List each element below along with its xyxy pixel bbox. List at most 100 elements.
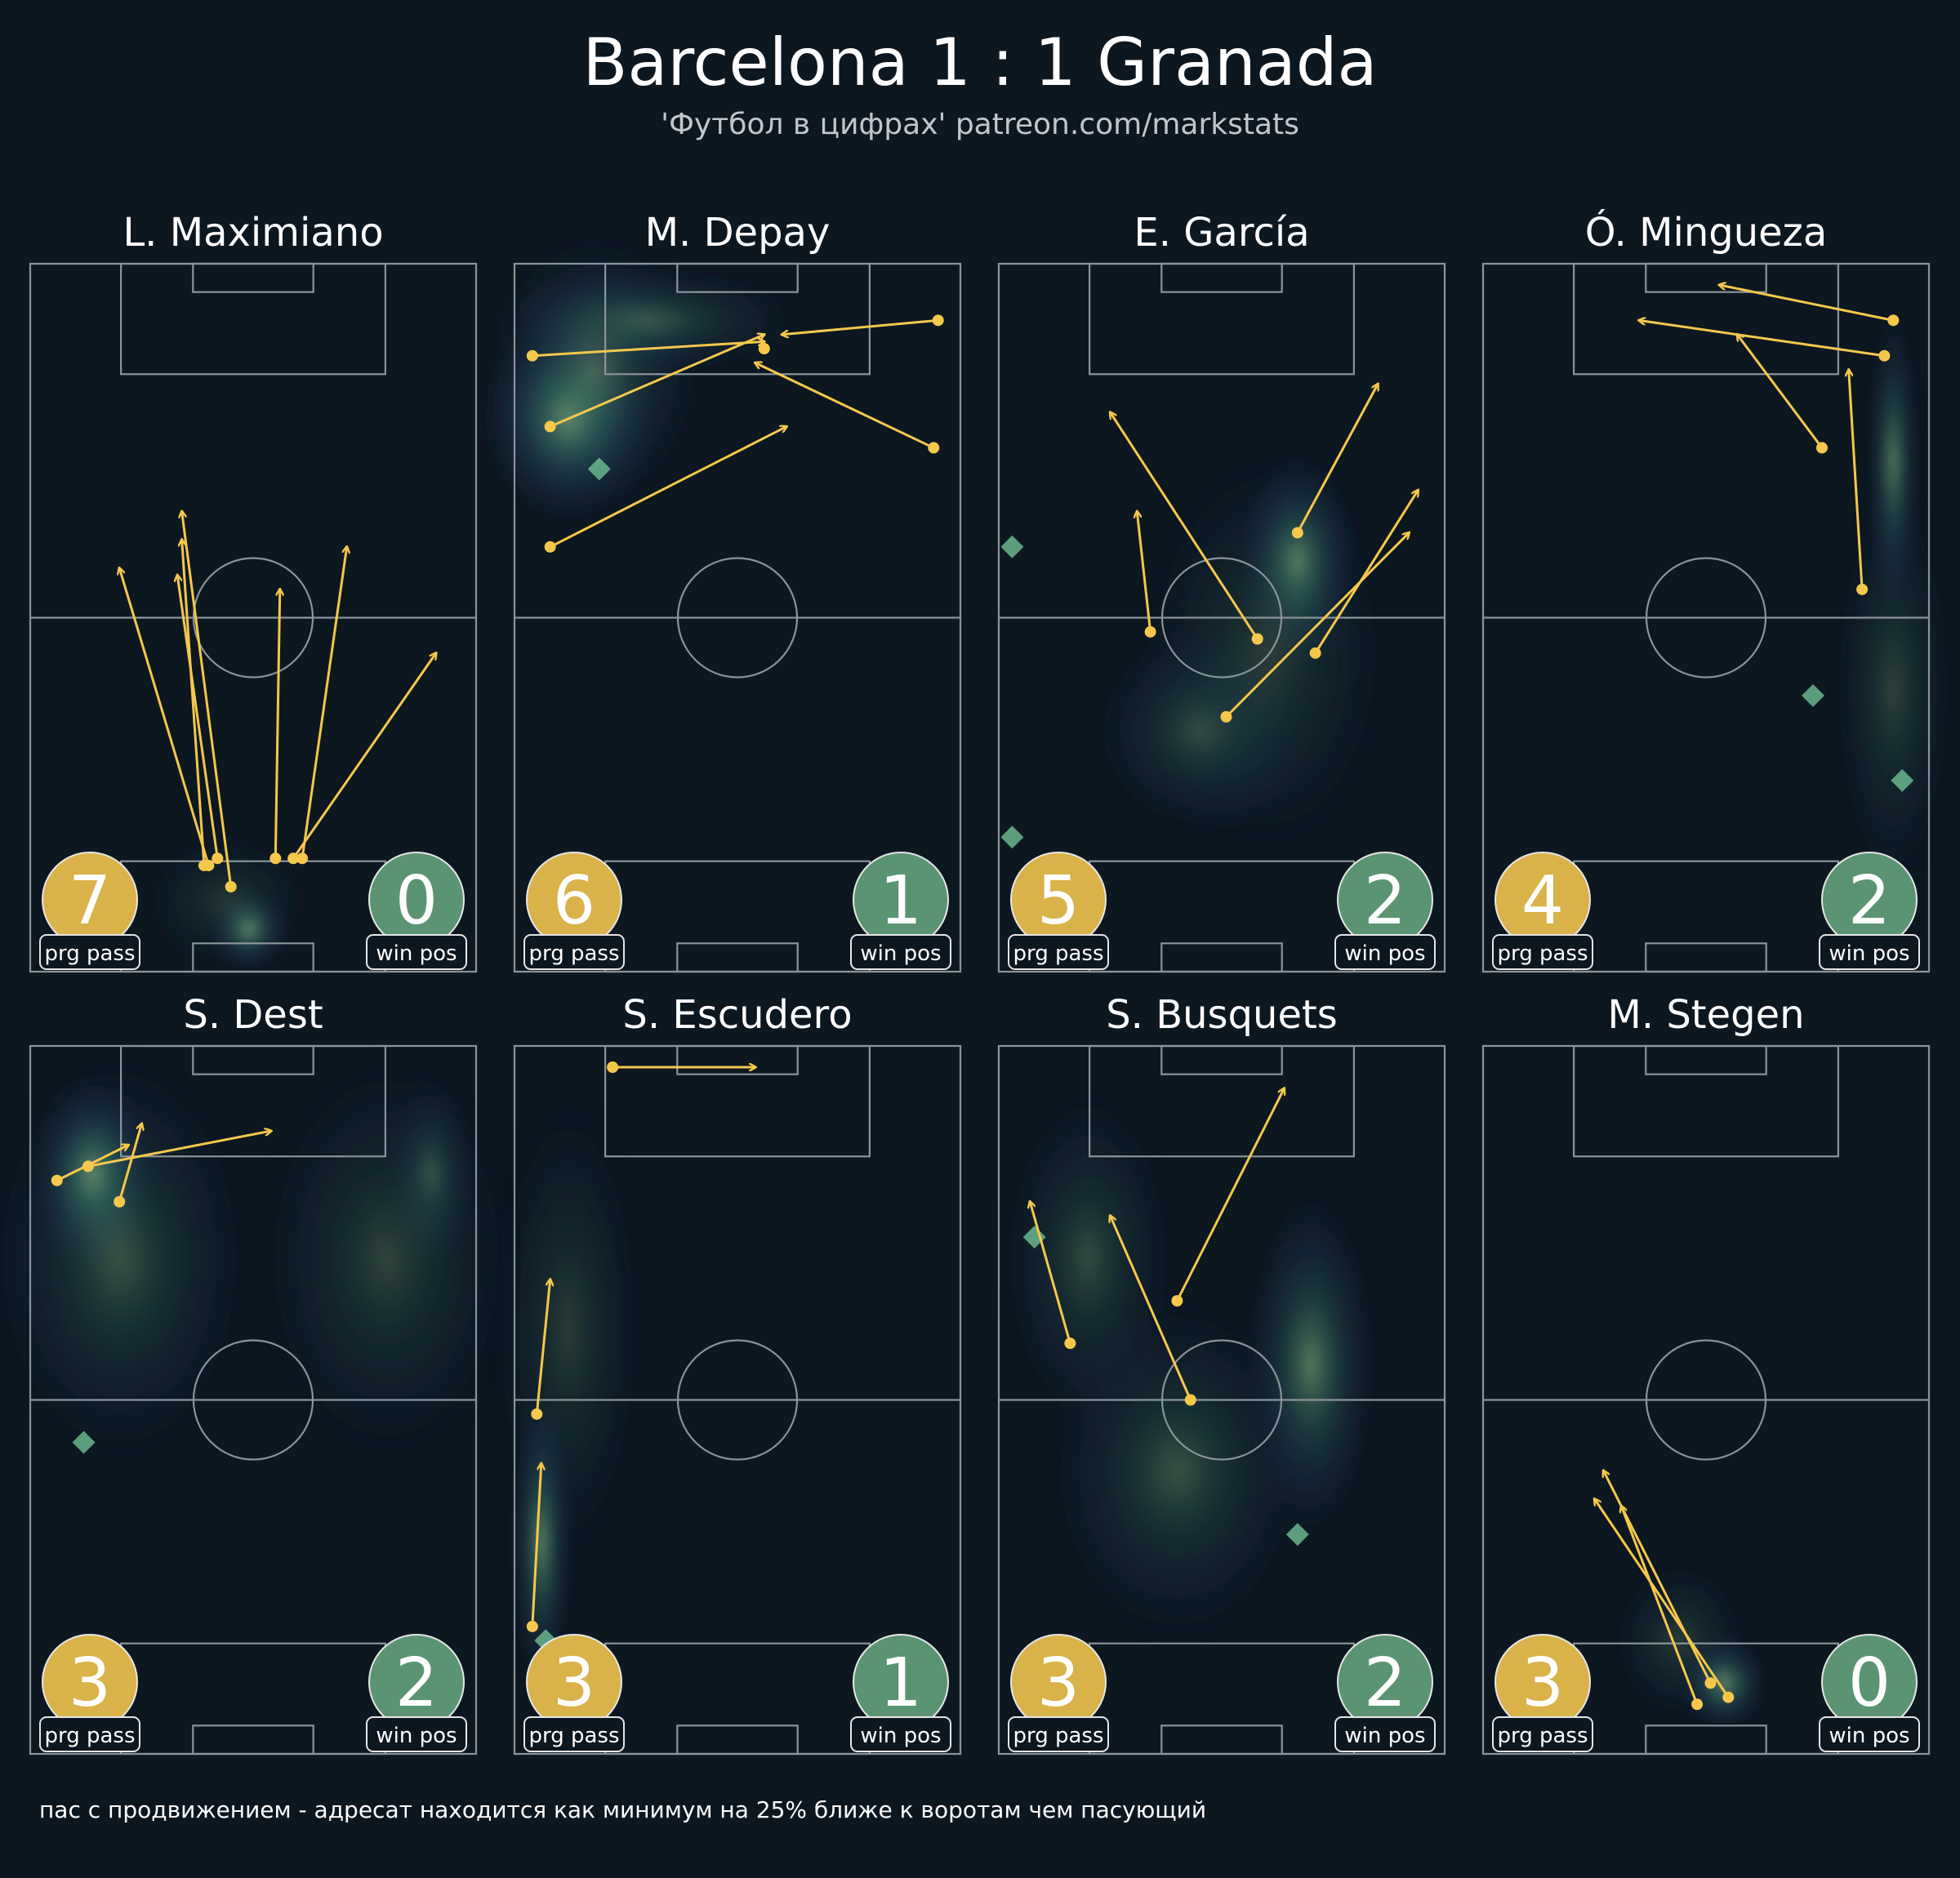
pitch-lines [1481,262,1931,973]
pass-arrow [1030,1202,1071,1344]
pass-arrow [1719,285,1894,322]
badge-value: 2 [395,1644,438,1722]
top-penalty-box [1089,262,1355,376]
win-position-marker [587,457,611,481]
pass-origin [607,1061,619,1074]
badge-label-box [850,1716,951,1752]
progressive-pass [544,426,786,553]
progressive-pass [270,590,282,865]
pass-origin [51,1174,63,1186]
pass-origin [1815,442,1828,454]
heatmap [488,1081,648,1698]
progressive-pass [82,1131,271,1173]
pass-origin [531,1408,543,1420]
progressive-pass [1595,1499,1735,1703]
bottom-goal-area [676,1724,799,1756]
pass-arrow [532,341,764,358]
pass-arrow [550,335,764,428]
pass-origin [287,852,300,865]
badge-label-box [1334,934,1436,970]
bottom-penalty-box [1573,860,1839,973]
progressive-pass [119,568,215,871]
pass-origin [1171,1295,1183,1307]
pass-arrow [1639,320,1885,358]
center-circle [1160,1339,1283,1461]
progressive-pass [1639,320,1891,362]
badge-label-box [39,934,140,970]
progressive-pass [526,1464,541,1632]
badge-label-box [1819,934,1920,970]
center-circle [1160,557,1283,679]
pass-origin [270,852,282,865]
pass-origin [544,421,556,433]
pass-origin [82,1160,94,1173]
top-goal-area [1160,1044,1283,1075]
badge-label: win pos [376,1724,457,1748]
pass-origin [526,349,538,362]
pass-arrow [1737,335,1824,449]
badge-label-box [523,1716,625,1752]
badge-label-box [523,934,625,970]
pass-arrow [1296,384,1378,534]
pass-origin [1184,1394,1196,1406]
badge-label: win pos [860,1724,941,1748]
footnote: пас с продвижением - адресат находится к… [39,1796,1207,1823]
progressive-pass [755,363,940,454]
progressive-pass [1030,1202,1076,1350]
pass-origin [928,442,940,454]
pass-arrow [301,547,347,859]
pass-arrow [782,318,938,334]
pass-origin [932,314,944,327]
pass-arrow [292,653,436,860]
badge-label-box [366,934,467,970]
pass-arrow [1314,490,1419,654]
progressive-pass [1111,412,1263,645]
badge-label: win pos [1829,941,1909,966]
top-penalty-box [120,262,386,376]
progressive-pass [1220,532,1409,723]
bottom-goal-area [676,942,799,973]
badge-value: 2 [1364,1644,1406,1722]
badge-value: 0 [1848,1644,1891,1722]
badge-label: win pos [860,941,941,966]
bottom-goal-area [1160,1724,1283,1756]
win-position-marker [1000,535,1024,559]
pass-arrow [1111,1216,1192,1401]
pass-arrow [118,1124,141,1203]
badge-label-box [366,1716,467,1752]
pass-arrow [1111,412,1258,640]
progressive-pass [182,511,237,892]
bottom-penalty-box [1089,860,1355,973]
badge-label: prg pass [528,1724,619,1748]
top-goal-area [1645,1044,1767,1075]
pass-arrow [531,1464,541,1627]
bottom-goal-area [192,1724,314,1756]
badge-value: 3 [1521,1644,1564,1722]
progressive-pass [1719,285,1900,327]
badge-value: 2 [1848,862,1891,940]
pass-arrow [182,540,206,866]
progressive-pass [1309,490,1419,659]
pass-arrow [87,1131,271,1168]
pass-arrow [535,1279,550,1414]
progressive-pass [287,653,436,865]
heatmap [0,1046,521,1471]
pitch-lines [1481,1044,1931,1756]
progressive-pass [296,547,347,865]
progressive-pass [114,1124,141,1208]
pass-arrow [1176,1088,1284,1302]
progressive-pass [758,343,770,355]
